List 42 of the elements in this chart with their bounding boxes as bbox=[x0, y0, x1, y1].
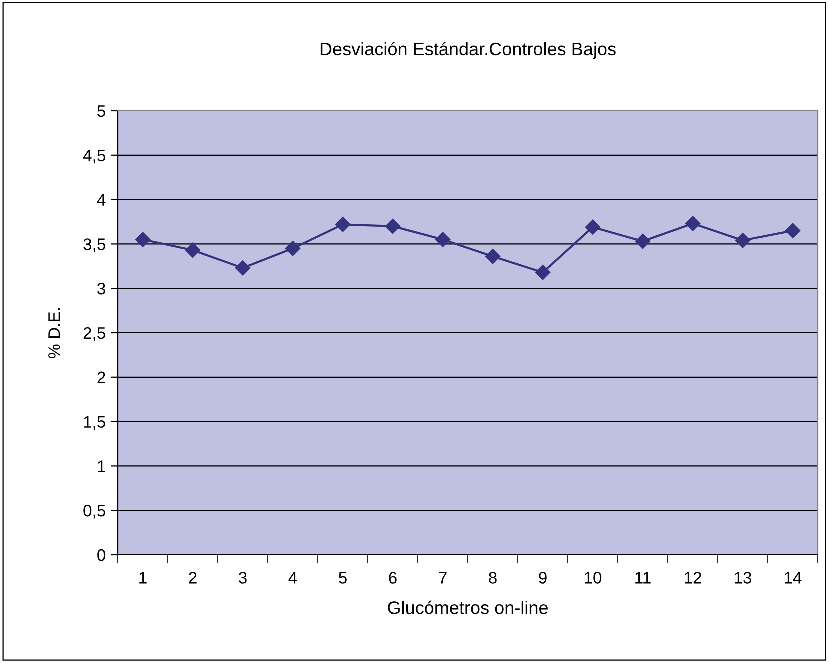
x-tick-label: 12 bbox=[685, 572, 702, 584]
x-tick-label: 5 bbox=[339, 572, 347, 584]
x-tick-label: 8 bbox=[489, 572, 497, 584]
y-tick-label: 4,5 bbox=[83, 150, 106, 164]
x-tick-label: 2 bbox=[189, 572, 197, 584]
point bbox=[435, 232, 451, 248]
y-tick-label: 2 bbox=[98, 372, 106, 384]
point bbox=[685, 216, 701, 232]
point bbox=[335, 217, 351, 232]
x-tick-label: 4 bbox=[288, 572, 298, 584]
y-tick-label: 5 bbox=[98, 106, 106, 118]
x-axis-title: Glucómetros on-line bbox=[388, 600, 548, 614]
x-tick-label: 10 bbox=[585, 572, 602, 584]
y-tick-label: 2,5 bbox=[84, 327, 106, 342]
x-tick-label: 14 bbox=[785, 572, 802, 584]
point bbox=[285, 241, 301, 256]
point bbox=[185, 242, 201, 258]
point bbox=[385, 218, 401, 234]
point bbox=[785, 223, 801, 238]
point bbox=[535, 265, 551, 280]
point bbox=[135, 232, 151, 248]
point bbox=[585, 220, 601, 235]
point bbox=[735, 233, 751, 248]
x-tick-label: 11 bbox=[636, 572, 651, 584]
chart-title: Desviación Estándar.Controles Bajos bbox=[320, 42, 616, 60]
point bbox=[485, 249, 501, 264]
y-tick-label: 0,5 bbox=[84, 505, 106, 519]
y-tick-label: 1 bbox=[98, 460, 106, 472]
point bbox=[635, 234, 651, 250]
y-tick-label: 0 bbox=[98, 549, 106, 562]
x-tick-label: 9 bbox=[539, 572, 547, 584]
y-tick-label: 1,5 bbox=[84, 416, 106, 430]
x-tick-label: 3 bbox=[239, 572, 247, 584]
x-tick-label: 6 bbox=[389, 572, 397, 584]
x-tick-label: 1 bbox=[140, 572, 147, 584]
y-tick-label: 4 bbox=[97, 194, 106, 206]
point bbox=[235, 260, 251, 276]
y-axis-title: % D.E. bbox=[48, 308, 60, 358]
y-tick-label: 3,5 bbox=[84, 238, 106, 252]
y-tick-label: 3 bbox=[98, 283, 106, 295]
x-tick-label: 7 bbox=[439, 572, 447, 584]
x-tick-label: 13 bbox=[735, 572, 752, 584]
